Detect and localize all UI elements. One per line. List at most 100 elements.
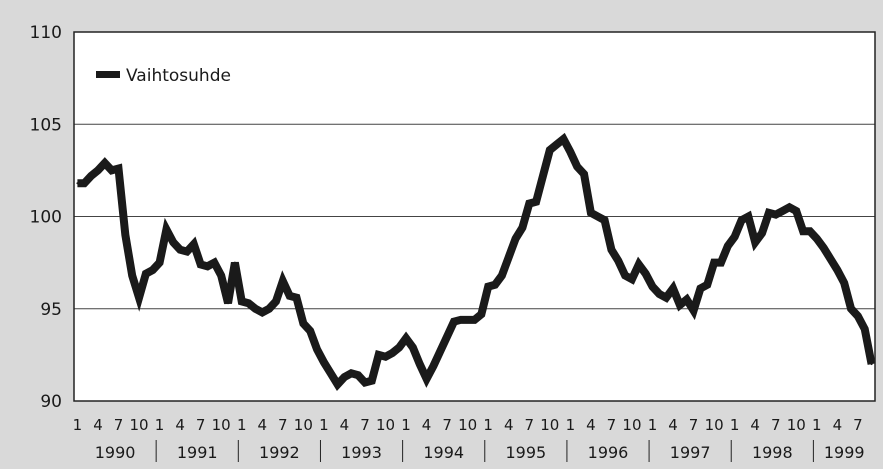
data-point	[124, 233, 127, 236]
data-point	[425, 377, 428, 380]
plot-frame	[73, 31, 876, 402]
data-point	[281, 280, 284, 283]
data-point	[514, 237, 517, 240]
data-point	[343, 376, 346, 379]
data-point	[144, 272, 147, 275]
data-point	[261, 311, 264, 314]
x-tick-label: 1	[483, 416, 493, 434]
data-point	[322, 361, 325, 364]
data-point	[247, 302, 250, 305]
x-year-label: 1998	[752, 443, 793, 462]
data-point	[370, 379, 373, 382]
data-point	[815, 237, 818, 240]
data-point	[822, 246, 825, 249]
data-point	[767, 211, 770, 214]
data-point	[562, 138, 565, 141]
legend: Vaihtosuhde	[96, 66, 231, 86]
data-point	[432, 364, 435, 367]
x-tick-label: 1	[566, 416, 576, 434]
data-point	[788, 206, 791, 209]
data-point	[377, 353, 380, 356]
data-point	[302, 322, 305, 325]
data-point	[240, 300, 243, 303]
data-point	[733, 235, 736, 238]
data-point	[76, 182, 79, 185]
data-point	[507, 256, 510, 259]
data-point	[350, 372, 353, 375]
data-point	[528, 202, 531, 205]
data-point	[685, 298, 688, 301]
data-point	[802, 230, 805, 233]
data-point	[665, 296, 668, 299]
data-point	[391, 352, 394, 355]
x-tick-label: 10	[376, 416, 395, 434]
data-point	[220, 274, 223, 277]
data-point	[411, 346, 414, 349]
x-tick-label: 10	[622, 416, 641, 434]
x-year-label: 1993	[341, 443, 382, 462]
data-point	[836, 269, 839, 272]
data-point	[658, 292, 661, 295]
x-tick-label: 1	[319, 416, 329, 434]
data-point	[96, 169, 99, 172]
data-point	[541, 174, 544, 177]
x-tick-label: 1	[155, 416, 165, 434]
data-point	[90, 174, 93, 177]
x-tick-label: 7	[442, 416, 452, 434]
data-point	[713, 261, 716, 264]
data-point	[268, 307, 271, 310]
data-point	[808, 230, 811, 233]
x-tick-label: 7	[196, 416, 206, 434]
x-tick-label: 7	[114, 416, 124, 434]
x-tick-label: 10	[129, 416, 148, 434]
data-point	[363, 381, 366, 384]
data-point	[863, 328, 866, 331]
y-tick-label: 100	[30, 208, 62, 228]
data-point	[576, 165, 579, 168]
x-tick-label: 1	[401, 416, 411, 434]
data-point	[83, 182, 86, 185]
x-year-label: 1990	[95, 443, 136, 462]
data-point	[754, 241, 757, 244]
x-year-label: 1994	[423, 443, 464, 462]
data-point	[630, 278, 633, 281]
data-point	[418, 363, 421, 366]
data-point	[535, 200, 538, 203]
x-tick-label: 7	[360, 416, 370, 434]
data-point	[233, 261, 236, 264]
data-point	[336, 383, 339, 386]
data-point	[870, 363, 873, 366]
data-point	[165, 228, 168, 231]
data-point	[637, 263, 640, 266]
data-point	[487, 285, 490, 288]
x-tick-label: 4	[422, 416, 432, 434]
data-point	[213, 261, 216, 264]
x-tick-label: 7	[689, 416, 699, 434]
data-point	[699, 287, 702, 290]
data-point	[316, 348, 319, 351]
data-point	[192, 243, 195, 246]
data-point	[295, 296, 298, 299]
data-point	[521, 226, 524, 229]
x-year-label: 1995	[505, 443, 546, 462]
data-point	[589, 211, 592, 214]
data-point	[110, 169, 113, 172]
data-point	[288, 294, 291, 297]
x-tick-label: 1	[812, 416, 822, 434]
data-point	[206, 265, 209, 268]
x-tick-label: 7	[607, 416, 617, 434]
y-tick-label: 105	[30, 115, 62, 135]
data-point	[719, 261, 722, 264]
data-point	[117, 167, 120, 170]
x-tick-label: 4	[750, 416, 760, 434]
x-year-label: 1997	[670, 443, 711, 462]
data-point	[692, 309, 695, 312]
data-point	[672, 287, 675, 290]
data-point	[179, 248, 182, 251]
y-axis-ticks: 90 95 100 105 110	[30, 23, 62, 412]
data-point	[583, 173, 586, 176]
data-point	[466, 318, 469, 321]
x-year-label: 1991	[177, 443, 218, 462]
